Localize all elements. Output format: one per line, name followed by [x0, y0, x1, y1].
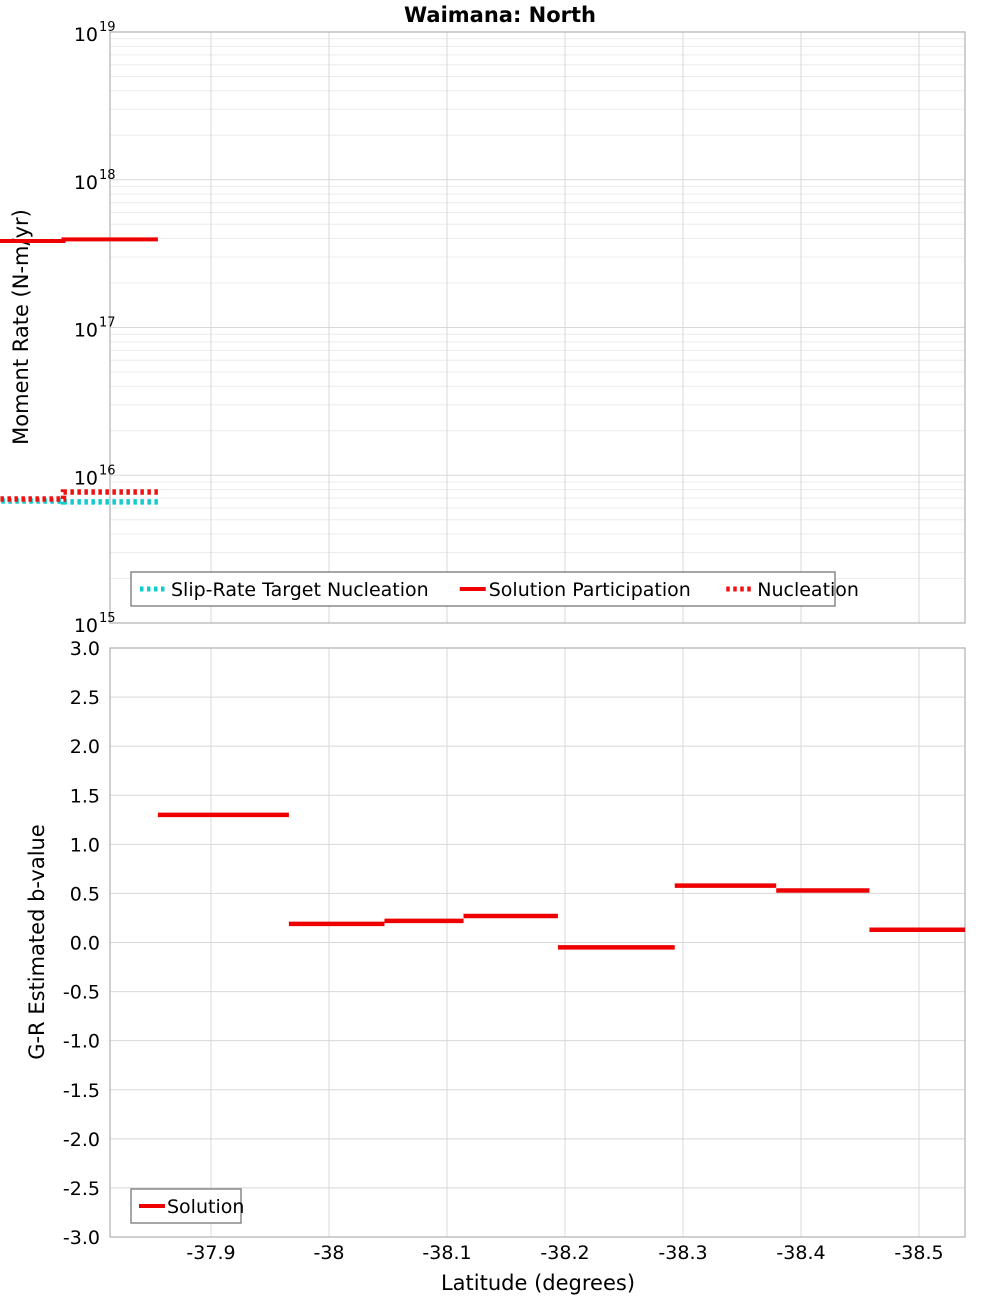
bottom-y-tick-label: 3.0: [70, 638, 100, 660]
top-legend-item-slip-rate-target-nucleation[interactable]: Slip-Rate Target Nucleation: [140, 579, 429, 601]
top-y-tick-exponent: 17: [99, 316, 116, 331]
top-y-tick-exponent: 19: [99, 20, 116, 35]
bottom-x-tick-label: -38: [313, 1242, 344, 1264]
bottom-y-tick-label: 2.5: [70, 687, 100, 709]
figure-container: Waimana: North 10191018101710161015 Mome…: [0, 0, 1000, 1300]
top-y-tick-mantissa: 10: [74, 467, 98, 489]
top-series-solution-participation: [0, 239, 158, 242]
bottom-panel-y-axis-label: G-R Estimated b-value: [25, 824, 49, 1060]
top-y-tick-exponent: 15: [99, 611, 116, 626]
moment-rate-and-b-value-figure: Waimana: North 10191018101710161015 Mome…: [0, 0, 1000, 1300]
top-y-tick-mantissa: 10: [74, 615, 98, 637]
bottom-x-tick-label: -38.5: [894, 1242, 943, 1264]
bottom-x-tick-label: -38.4: [776, 1242, 825, 1264]
bottom-legend-label: Solution: [167, 1196, 244, 1218]
figure-background: [0, 0, 1000, 1300]
top-y-tick-mantissa: 10: [74, 320, 98, 342]
bottom-y-tick-label: 2.0: [70, 736, 100, 758]
bottom-y-tick-label: 0.5: [70, 883, 100, 905]
bottom-panel-legend[interactable]: Solution: [131, 1189, 244, 1223]
top-panel-y-axis-label: Moment Rate (N-m/yr): [9, 209, 33, 445]
bottom-y-tick-label: -0.5: [63, 982, 100, 1004]
top-y-tick-exponent: 18: [99, 168, 116, 183]
bottom-y-tick-label: -1.5: [63, 1080, 100, 1102]
top-legend-item-solution-participation[interactable]: Solution Participation: [460, 579, 691, 601]
top-panel-legend[interactable]: Slip-Rate Target Nucleation Solution Part…: [131, 572, 859, 606]
top-legend-label: Solution Participation: [489, 579, 691, 601]
top-legend-label: Nucleation: [757, 579, 859, 601]
bottom-x-tick-label: -37.9: [186, 1242, 235, 1264]
bottom-x-tick-label: -38.3: [658, 1242, 707, 1264]
bottom-panel-x-axis-label: Latitude (degrees): [441, 1271, 635, 1295]
figure-title: Waimana: North: [404, 3, 596, 27]
top-y-tick-exponent: 16: [99, 463, 116, 478]
bottom-y-tick-label: 1.5: [70, 785, 100, 807]
bottom-y-tick-label: -1.0: [63, 1031, 100, 1053]
top-y-tick-mantissa: 10: [74, 172, 98, 194]
bottom-x-tick-label: -38.2: [540, 1242, 589, 1264]
bottom-y-tick-label: -2.5: [63, 1178, 100, 1200]
bottom-y-tick-label: 1.0: [70, 834, 100, 856]
top-legend-label: Slip-Rate Target Nucleation: [171, 579, 429, 601]
bottom-y-tick-label: 0.0: [70, 933, 100, 955]
top-y-tick-mantissa: 10: [74, 24, 98, 46]
bottom-y-tick-label: -3.0: [63, 1227, 100, 1249]
bottom-x-tick-label: -38.1: [422, 1242, 471, 1264]
bottom-y-tick-label: -2.0: [63, 1129, 100, 1151]
